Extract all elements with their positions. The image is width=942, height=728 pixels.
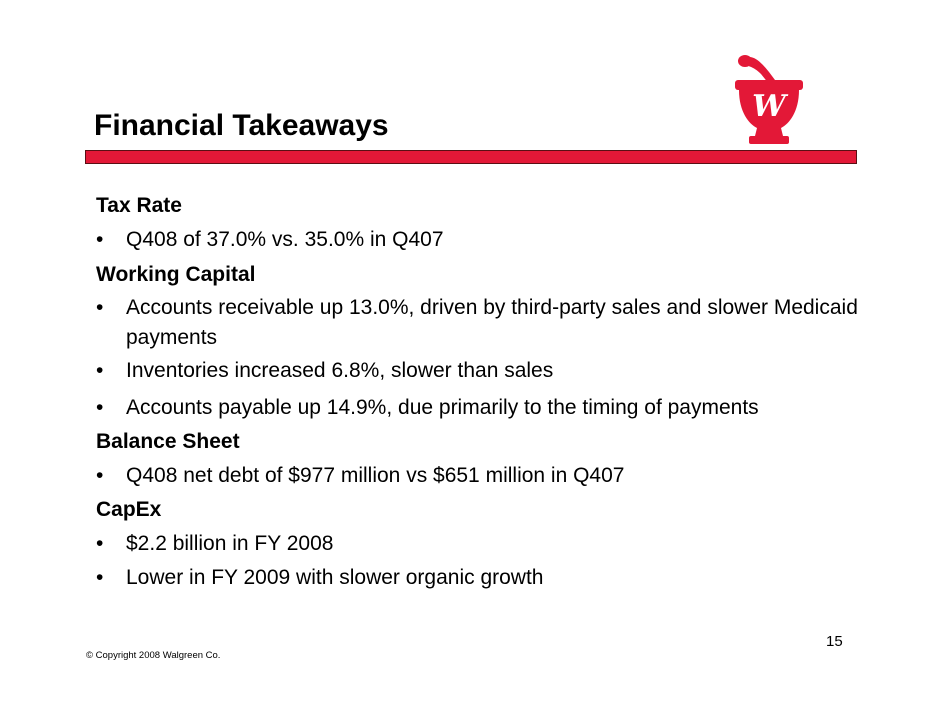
section-heading-balance-sheet: Balance Sheet bbox=[96, 430, 240, 453]
bullet-text: Inventories increased 6.8%, slower than … bbox=[126, 359, 554, 382]
title-divider bbox=[85, 150, 857, 164]
bullet-item: • Q408 net debt of $977 million vs $651 … bbox=[96, 461, 876, 491]
section-heading-capex: CapEx bbox=[96, 498, 162, 521]
bullet-symbol: • bbox=[96, 464, 104, 487]
page-number: 15 bbox=[826, 633, 843, 650]
bullet-text: Q408 of 37.0% vs. 35.0% in Q407 bbox=[126, 228, 444, 251]
section-heading-tax-rate: Tax Rate bbox=[96, 194, 182, 217]
section-heading-working-capital: Working Capital bbox=[96, 263, 256, 286]
bullet-text: Q408 net debt of $977 million vs $651 mi… bbox=[126, 464, 625, 487]
bullet-symbol: • bbox=[96, 228, 104, 251]
bullet-symbol: • bbox=[96, 566, 104, 589]
slide-title: Financial Takeaways bbox=[94, 109, 389, 142]
bullet-symbol: • bbox=[96, 532, 104, 555]
logo-letter: W bbox=[752, 89, 789, 124]
bullet-symbol: • bbox=[96, 396, 104, 419]
bullet-item: • Accounts receivable up 13.0%, driven b… bbox=[96, 293, 876, 353]
bullet-text: Accounts receivable up 13.0%, driven by … bbox=[126, 296, 858, 349]
bullet-item: • Lower in FY 2009 with slower organic g… bbox=[96, 563, 876, 593]
bullet-text: Accounts payable up 14.9%, due primarily… bbox=[126, 396, 759, 419]
bullet-symbol: • bbox=[96, 296, 104, 319]
bullet-symbol: • bbox=[96, 359, 104, 382]
bullet-item: • Q408 of 37.0% vs. 35.0% in Q407 bbox=[96, 225, 876, 255]
walgreens-mortar-pestle-logo: W bbox=[735, 55, 803, 144]
bullet-item: • $2.2 billion in FY 2008 bbox=[96, 529, 876, 559]
bullet-item: • Accounts payable up 14.9%, due primari… bbox=[96, 393, 876, 423]
bullet-text: Lower in FY 2009 with slower organic gro… bbox=[126, 566, 544, 589]
copyright-notice: © Copyright 2008 Walgreen Co. bbox=[86, 650, 221, 661]
bullet-item: • Inventories increased 6.8%, slower tha… bbox=[96, 356, 876, 386]
bullet-text: $2.2 billion in FY 2008 bbox=[126, 532, 334, 555]
